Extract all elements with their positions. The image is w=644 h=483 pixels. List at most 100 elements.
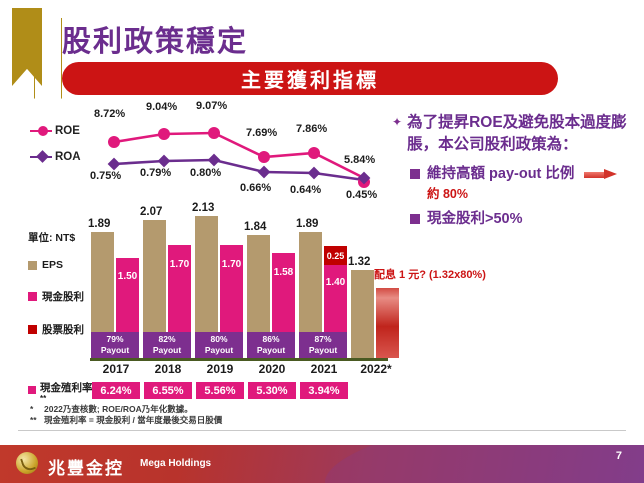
year-label-2021: 2021 [310, 362, 338, 376]
bar-plot-area: 1.89 1.50 79% Payout 2.07 1.70 82% Payou… [88, 196, 399, 358]
stock-dividend-value-2021: 0.25 [326, 251, 345, 261]
cash-dividend-bar-2022 [376, 288, 399, 358]
policy-sub-label-1: 維持高額 pay-out 比例 [427, 166, 575, 182]
eps-bar-2022 [351, 270, 374, 358]
legend-label-stock-dividend: 股票股利 [42, 324, 84, 336]
bar-group-2017: 1.89 1.50 79% Payout [88, 196, 142, 358]
profitability-chart: ROE ROA 8.72% 9.04% 9.07% [28, 100, 399, 404]
payout-word-2021: Payout [308, 344, 338, 355]
cash-dividend-bar-2018 [168, 245, 191, 358]
roe-label-2022: 5.84% [344, 154, 376, 166]
bar-group-2019: 2.13 1.70 80% Payout [192, 196, 246, 358]
payout-value-2021: 87% [314, 334, 332, 344]
roe-label-2019: 9.07% [196, 100, 228, 112]
roa-label-2022: 0.45% [346, 189, 378, 201]
year-axis: 2017 2018 2019 2020 2021 2022* [90, 362, 392, 380]
roa-label-2017: 0.75% [90, 170, 122, 182]
bookmark-outline-icon [34, 18, 62, 99]
payout-value-2020: 86% [262, 334, 280, 344]
legend-label-eps: EPS [42, 259, 64, 271]
mega-logo-icon [16, 452, 38, 474]
cash-dividend-bar-2019 [220, 245, 243, 358]
payout-badge-2018: 82% Payout [143, 332, 191, 358]
cash-dividend-value-2018: 1.70 [169, 259, 190, 270]
year-label-2018: 2018 [154, 362, 182, 376]
footnote-2: ** 現金殖利率 = 現金股利 / 當年度最後交易日股價 [30, 415, 222, 426]
dividend-yield-footnote-mark: ** [40, 394, 47, 403]
policy-main-bullet: ✦ 為了提昇ROE及避免股本過度膨脹，本公司股利政策為： [392, 112, 640, 156]
eps-swatch-icon [28, 260, 37, 270]
footnote-1-mark: * [30, 404, 34, 414]
payout-word-2020: Payout [256, 344, 286, 355]
roa-label-2019: 0.80% [190, 167, 222, 179]
payout-word-2017: Payout [100, 344, 130, 355]
legend-label-roe: ROE [55, 125, 80, 137]
cash-dividend-value-2021: 1.40 [325, 277, 346, 288]
bar-group-2020: 1.84 1.58 86% Payout [244, 196, 298, 358]
roa-line-icon [30, 149, 52, 163]
roe-label-2020: 7.69% [246, 127, 278, 139]
cash-dividend-swatch-icon [28, 292, 37, 301]
legend-label-cash-dividend: 現金股利 [42, 291, 84, 303]
policy-sub-text-2: 現金股利>50% [427, 211, 523, 227]
payout-word-2019: Payout [204, 344, 234, 355]
year-label-2017: 2017 [102, 362, 130, 376]
payout-badge-2019: 80% Payout [195, 332, 243, 358]
roe-roa-lines [107, 127, 371, 188]
bar-group-2021: 1.89 0.25 1.40 87% Payout [296, 196, 350, 358]
eps-bar-2018 [143, 220, 166, 358]
year-label-2020: 2020 [258, 362, 286, 376]
stock-dividend-swatch-icon [28, 325, 37, 334]
payout-value-2017: 79% [106, 334, 124, 344]
chart-baseline [90, 358, 388, 361]
bar-group-2018: 2.07 1.70 82% Payout [140, 196, 194, 358]
legend-item-roa: ROA [30, 144, 88, 170]
payout-badge-2021: 87% Payout [299, 332, 347, 358]
roa-marker-icon [36, 149, 49, 163]
payout-word-2018: Payout [152, 344, 182, 355]
legend-label-roa: ROA [55, 151, 81, 163]
company-name-en: Mega Holdings [140, 458, 212, 469]
cash-dividend-value-2020: 1.58 [273, 267, 294, 278]
roa-label-2020: 0.66% [240, 182, 272, 194]
roe-label-2018: 9.04% [146, 101, 178, 113]
payout-target-label: 約 80% [427, 187, 468, 201]
dividend-yield-2021: 3.94% [300, 382, 348, 399]
roa-label-2021: 0.64% [290, 184, 322, 196]
payout-badge-2020: 86% Payout [247, 332, 295, 358]
cash-dividend-bar-2020 [272, 253, 295, 358]
eps-bar-2019 [195, 216, 218, 358]
policy-sub-bullet-1: 維持高額 pay-out 比例 約 80% [410, 164, 640, 204]
page-number: 7 [615, 450, 622, 462]
payout-value-2019: 80% [210, 334, 228, 344]
policy-panel: ✦ 為了提昇ROE及避免股本過度膨脹，本公司股利政策為： 維持高額 pay-ou… [392, 112, 640, 234]
eps-value-2021: 1.89 [296, 218, 319, 230]
unit-label: 單位: NT$ [28, 232, 76, 244]
dividend-yield-row: 現金殖利率 ** 6.24% 6.55% 5.56% 5.30% 3.94% [28, 382, 388, 404]
legend-item-stock-dividend: 股票股利 [28, 322, 90, 337]
year-label-2019: 2019 [206, 362, 234, 376]
eps-bar-2017 [91, 232, 114, 358]
dividend-question-annotation: 配息 1 元? (1.32x80%) [374, 269, 486, 281]
eps-value-2022: 1.32 [348, 256, 371, 268]
roe-marker-icon [38, 125, 48, 136]
footnote-2-text: 現金殖利率 = 現金股利 / 當年度最後交易日股價 [44, 415, 223, 425]
bookmark-decoration [12, 8, 62, 100]
payout-badge-2017: 79% Payout [91, 332, 139, 358]
footnote-1-text: 2022乃查核數; ROE/ROA乃年化數據。 [44, 404, 193, 414]
dividend-yield-2019: 5.56% [196, 382, 244, 399]
section-banner: 主要獲利指標 [62, 62, 558, 95]
square-bullet-icon-2 [410, 214, 420, 224]
roa-label-2018: 0.79% [140, 167, 172, 179]
policy-sub-bullets: 維持高額 pay-out 比例 約 80% 現金股利>50% [410, 164, 640, 229]
dividend-yield-2018: 6.55% [144, 382, 192, 399]
roe-label-2021: 7.86% [296, 123, 328, 135]
year-label-2022: 2022* [360, 362, 392, 376]
slide-footer: 兆豐金控 Mega Holdings 7 [0, 445, 644, 483]
company-name-cn: 兆豐金控 [48, 459, 124, 478]
stock-dividend-bar-2021 [324, 246, 347, 265]
eps-bar-2020 [247, 235, 270, 358]
square-bullet-icon [410, 169, 420, 179]
dividend-yield-swatch-icon [28, 386, 36, 394]
cash-dividend-value-2017: 1.50 [117, 271, 138, 282]
